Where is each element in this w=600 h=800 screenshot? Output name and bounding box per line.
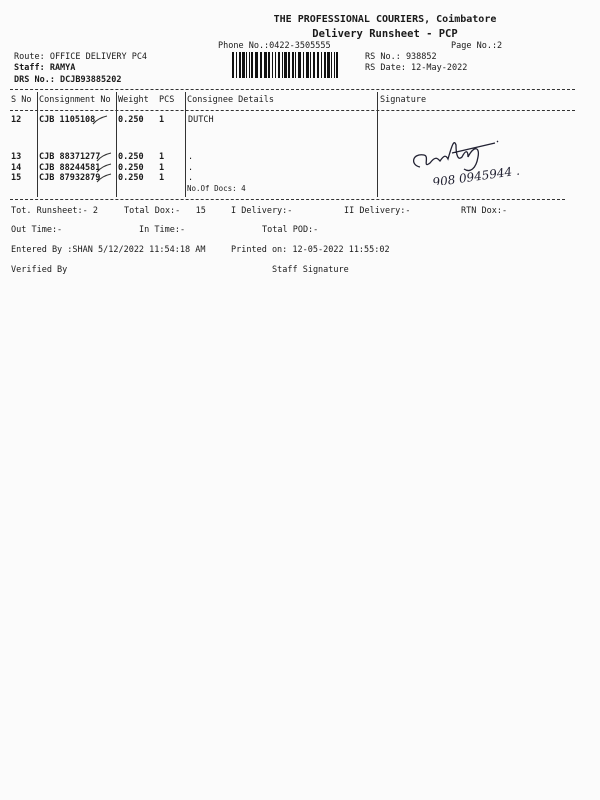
company-name: THE PROFESSIONAL COURIERS, Coimbatore bbox=[273, 14, 497, 25]
total-dox: Total Dox:- 15 bbox=[124, 206, 206, 216]
barcode-bar bbox=[264, 52, 267, 78]
rs-number: RS No.: 938852 bbox=[365, 52, 437, 62]
barcode-bar bbox=[282, 52, 283, 78]
barcode-bar bbox=[306, 52, 309, 78]
barcode-bar bbox=[239, 52, 241, 78]
staff-signature-label: Staff Signature bbox=[272, 265, 349, 275]
row-details: . bbox=[188, 152, 194, 162]
column-line bbox=[116, 92, 117, 197]
row-consignment: CJB 1105108 bbox=[39, 115, 96, 125]
row-details: DUTCH bbox=[188, 115, 214, 125]
no-of-docs: No.Of Docs: 4 bbox=[187, 184, 246, 193]
col-consignment: Consignment No bbox=[39, 95, 111, 105]
row-weight: 0.250 bbox=[118, 173, 144, 183]
barcode-bar bbox=[275, 52, 276, 78]
row-sno: 12 bbox=[11, 115, 22, 125]
barcode-bar bbox=[255, 52, 258, 78]
barcode-bar bbox=[334, 52, 335, 78]
barcode-bar bbox=[331, 52, 332, 78]
check-mark-icon bbox=[96, 163, 112, 173]
barcode bbox=[232, 52, 338, 78]
row-details: . bbox=[188, 173, 194, 183]
check-mark-icon bbox=[92, 115, 108, 125]
barcode-bar bbox=[236, 52, 237, 78]
tot-runsheet: Tot. Runsheet:- 2 bbox=[11, 206, 98, 216]
column-line bbox=[37, 92, 38, 197]
column-line bbox=[185, 92, 186, 197]
row-consignment: CJB 88371277 bbox=[39, 152, 101, 162]
barcode-bar bbox=[298, 52, 301, 78]
barcode-bar bbox=[251, 52, 253, 78]
barcode-bar bbox=[292, 52, 294, 78]
row-sno: 15 bbox=[11, 173, 22, 183]
check-mark-icon bbox=[96, 173, 112, 183]
barcode-bar bbox=[321, 52, 322, 78]
row-weight: 0.250 bbox=[118, 115, 144, 125]
barcode-bar bbox=[336, 52, 338, 78]
check-mark-icon bbox=[96, 152, 112, 162]
rtn-dox: RTN Dox:- bbox=[461, 206, 508, 216]
col-consignee: Consignee Details bbox=[187, 95, 274, 105]
i-delivery: I Delivery:- bbox=[231, 206, 293, 216]
column-line bbox=[377, 92, 378, 197]
barcode-bar bbox=[260, 52, 262, 78]
barcode-bar bbox=[313, 52, 315, 78]
printed-on: Printed on: 12-05-2022 11:55:02 bbox=[231, 245, 390, 255]
entered-by: Entered By :SHAN 5/12/2022 11:54:18 AM bbox=[11, 245, 206, 255]
in-time: In Time:- bbox=[139, 225, 186, 235]
barcode-bar bbox=[272, 52, 273, 78]
col-sno: S No bbox=[11, 95, 32, 105]
barcode-bar bbox=[317, 52, 319, 78]
row-weight: 0.250 bbox=[118, 163, 144, 173]
row-consignment: CJB 87932879 bbox=[39, 173, 101, 183]
row-pcs: 1 bbox=[159, 115, 165, 125]
drs-number: DRS No.: DCJB93885202 bbox=[14, 75, 122, 85]
row-weight: 0.250 bbox=[118, 152, 144, 162]
barcode-bar bbox=[288, 52, 290, 78]
document-title: Delivery Runsheet - PCP bbox=[312, 28, 458, 40]
col-signature: Signature bbox=[380, 95, 427, 105]
barcode-bar bbox=[310, 52, 311, 78]
out-time: Out Time:- bbox=[11, 225, 63, 235]
barcode-bar bbox=[249, 52, 250, 78]
rs-date: RS Date: 12-May-2022 bbox=[365, 63, 468, 73]
divider bbox=[10, 110, 575, 111]
barcode-bar bbox=[303, 52, 304, 78]
barcode-bar bbox=[284, 52, 287, 78]
barcode-bar bbox=[278, 52, 280, 78]
divider bbox=[10, 199, 565, 200]
total-pod: Total POD:- bbox=[262, 225, 319, 235]
row-details: . bbox=[188, 163, 194, 173]
row-pcs: 1 bbox=[159, 173, 165, 183]
phone-number: Phone No.:0422-3505555 bbox=[218, 41, 331, 51]
barcode-bar bbox=[242, 52, 245, 78]
barcode-bar bbox=[324, 52, 326, 78]
barcode-bar bbox=[232, 52, 234, 78]
staff: Staff: RAMYA bbox=[14, 63, 76, 73]
divider bbox=[10, 89, 575, 90]
ii-delivery: II Delivery:- bbox=[344, 206, 411, 216]
verified-by: Verified By bbox=[11, 265, 68, 275]
barcode-bar bbox=[295, 52, 296, 78]
svg-text:908 0945944 .: 908 0945944 . bbox=[432, 164, 521, 185]
row-consignment: CJB 88244581 bbox=[39, 163, 101, 173]
barcode-bar bbox=[327, 52, 330, 78]
route: Route: OFFICE DELIVERY PC4 bbox=[14, 52, 148, 62]
col-weight: Weight bbox=[118, 95, 149, 105]
row-pcs: 1 bbox=[159, 152, 165, 162]
page-number: Page No.:2 bbox=[451, 41, 503, 51]
barcode-bar bbox=[268, 52, 270, 78]
handwritten-signature: 908 0945944 . bbox=[413, 140, 521, 185]
row-sno: 14 bbox=[11, 163, 22, 173]
row-sno: 13 bbox=[11, 152, 22, 162]
barcode-bar bbox=[246, 52, 247, 78]
row-pcs: 1 bbox=[159, 163, 165, 173]
col-pcs: PCS bbox=[159, 95, 175, 105]
